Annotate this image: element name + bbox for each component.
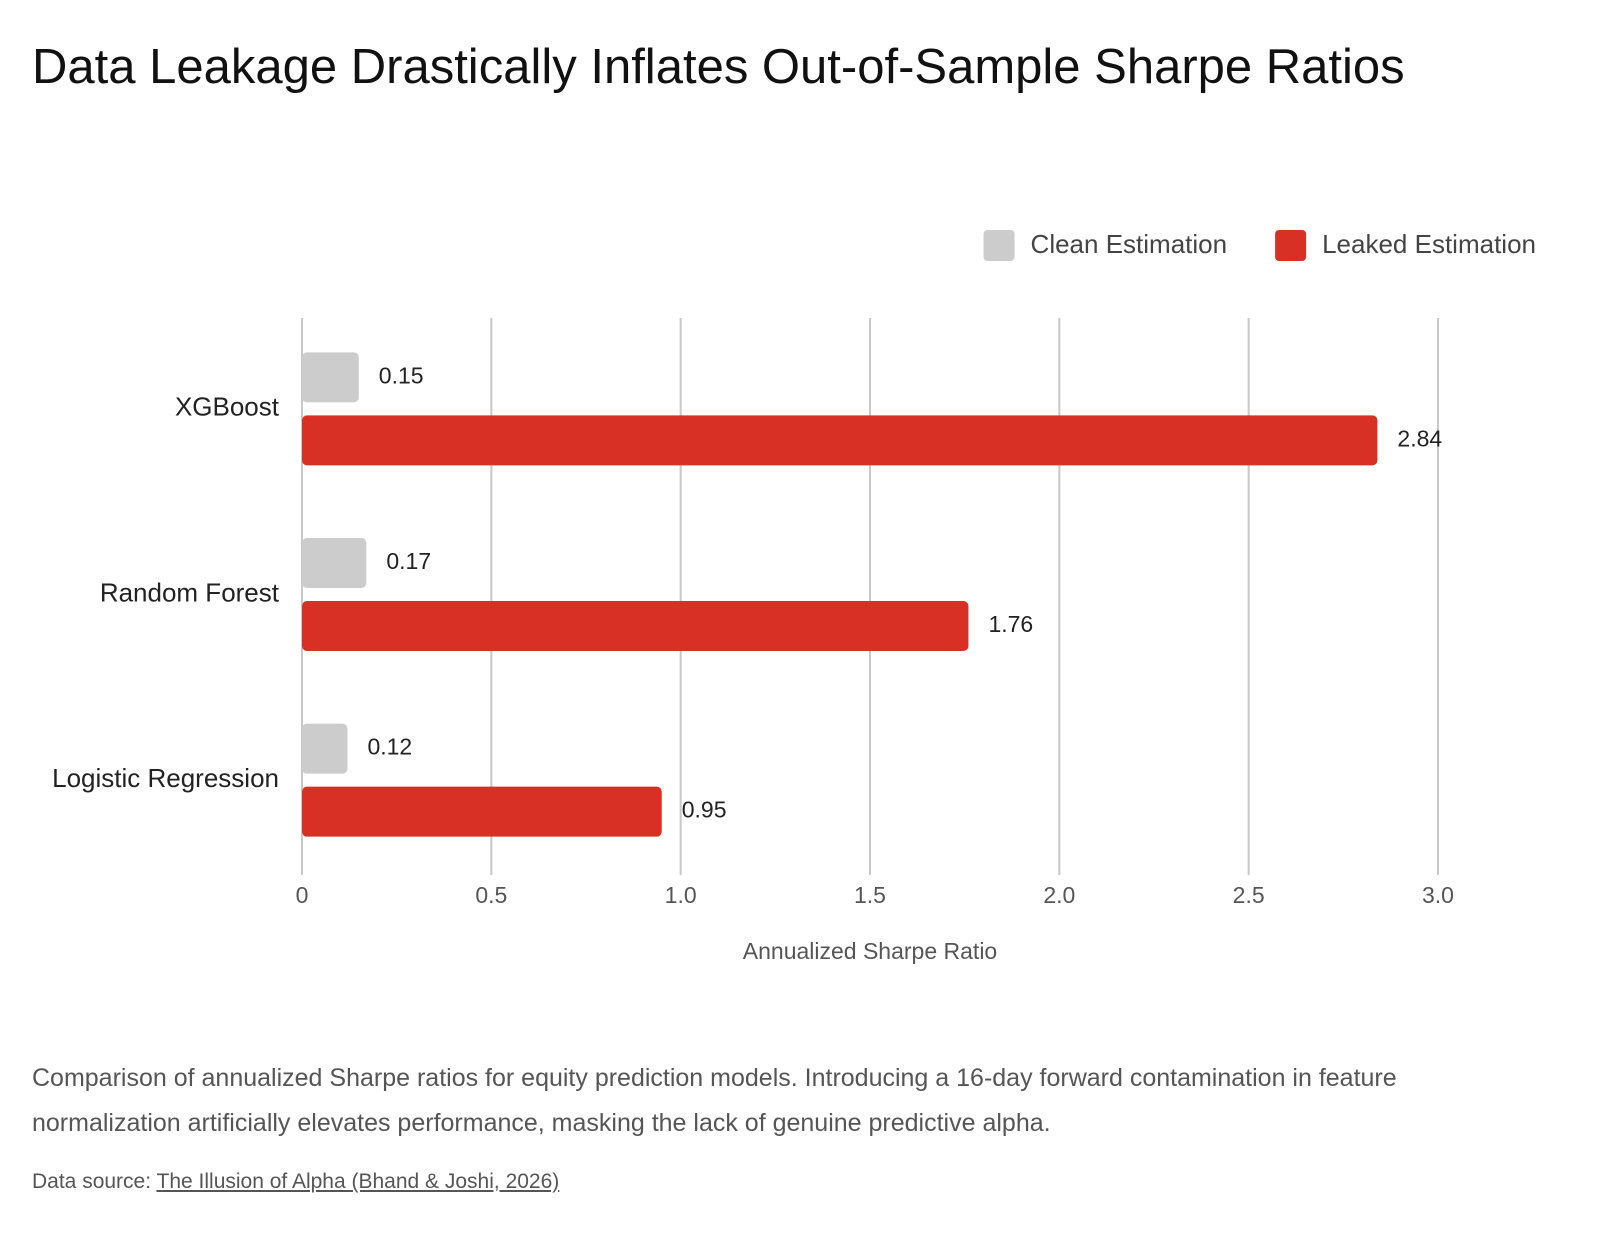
chart-title: Data Leakage Drastically Inflates Out-of… bbox=[32, 40, 1405, 94]
bar bbox=[302, 723, 348, 774]
y-tick-label: Random Forest bbox=[100, 577, 280, 607]
x-tick-label: 1.5 bbox=[854, 882, 886, 908]
data-label: 2.84 bbox=[1397, 425, 1442, 451]
data-label: 0.15 bbox=[379, 362, 424, 388]
data-label: 0.95 bbox=[682, 797, 727, 823]
source-link[interactable]: The Illusion of Alpha (Bhand & Joshi, 20… bbox=[156, 1170, 560, 1193]
y-tick-label: XGBoost bbox=[175, 392, 280, 422]
bar bbox=[302, 352, 359, 403]
x-tick-label: 2.0 bbox=[1043, 882, 1075, 908]
x-tick-label: 3.0 bbox=[1422, 882, 1454, 908]
x-tick-label: 2.5 bbox=[1233, 882, 1265, 908]
data-label: 0.17 bbox=[386, 548, 431, 574]
caption: Comparison of annualized Sharpe ratios f… bbox=[32, 1064, 1397, 1137]
legend-swatch bbox=[983, 230, 1015, 261]
x-tick-label: 1.0 bbox=[665, 882, 697, 908]
bar bbox=[302, 415, 1378, 466]
x-tick-label: 0.5 bbox=[475, 882, 507, 908]
legend-label: Clean Estimation bbox=[1031, 229, 1228, 259]
source-prefix: Data source: bbox=[32, 1170, 152, 1193]
source: Data source: The Illusion of Alpha (Bhan… bbox=[32, 1170, 559, 1194]
x-axis-label: Annualized Sharpe Ratio bbox=[743, 938, 997, 964]
bar bbox=[302, 601, 969, 651]
legend-swatch bbox=[1275, 230, 1307, 261]
legend-label: Leaked Estimation bbox=[1322, 229, 1536, 259]
x-tick-label: 0 bbox=[296, 882, 309, 908]
y-tick-label: Logistic Regression bbox=[52, 763, 279, 793]
bar bbox=[302, 786, 662, 837]
data-label: 1.76 bbox=[988, 611, 1033, 637]
chart: 0 0.5 1.0 1.5 2.0 2.5 3.0 Annualized Sharpe Rat… bbox=[52, 229, 1536, 964]
bar bbox=[302, 538, 367, 588]
data-label: 0.12 bbox=[367, 734, 412, 760]
